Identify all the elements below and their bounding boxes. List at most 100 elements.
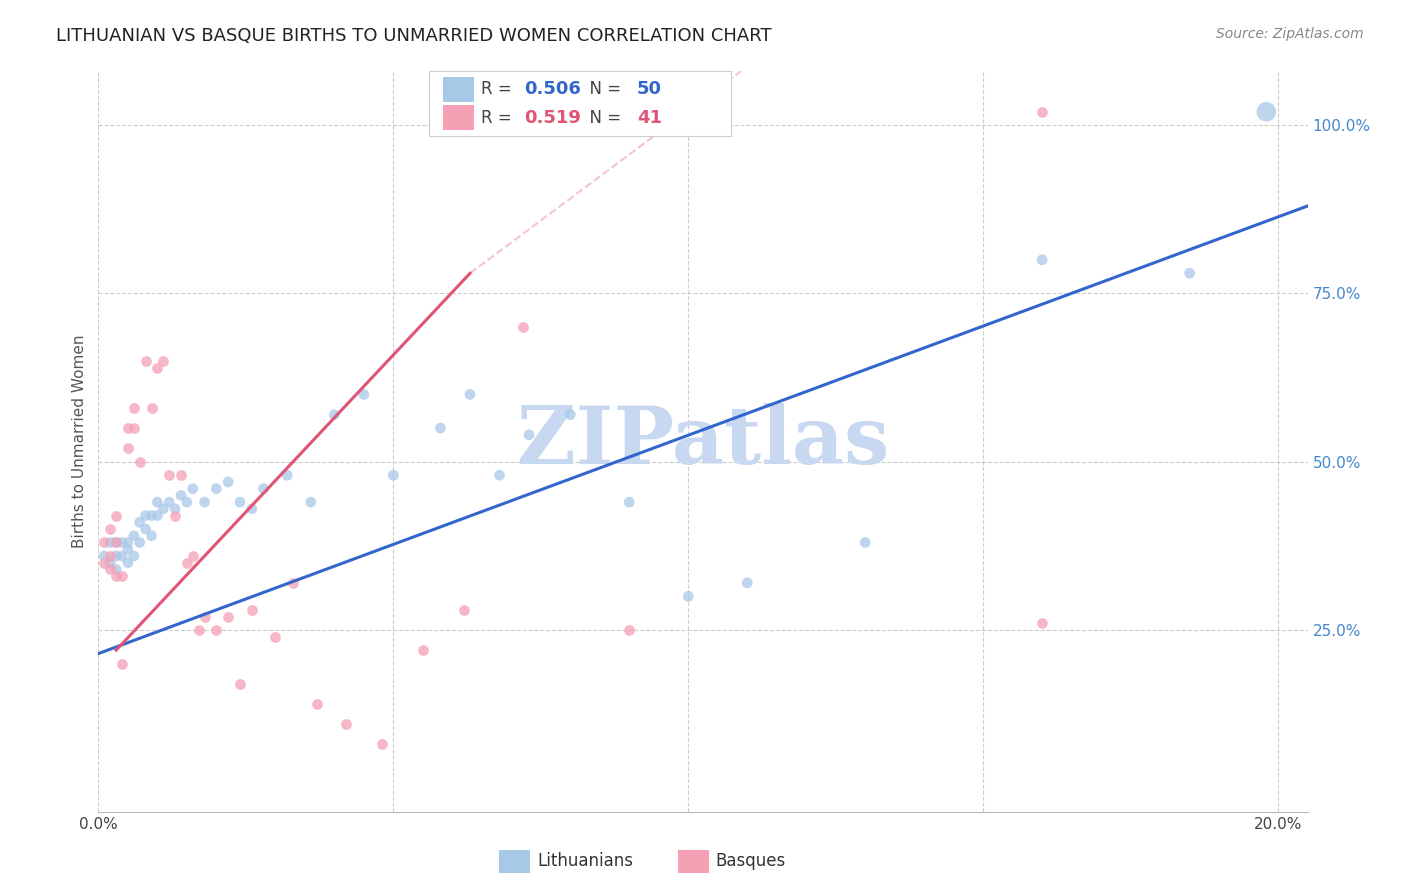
Point xyxy=(176,495,198,509)
Point xyxy=(323,408,346,422)
Point xyxy=(194,609,217,624)
Point xyxy=(105,535,128,549)
Point xyxy=(111,657,134,671)
Point xyxy=(122,421,145,435)
Point xyxy=(117,421,139,435)
Point xyxy=(128,516,150,530)
Point xyxy=(281,575,304,590)
Point xyxy=(240,603,263,617)
Point xyxy=(1031,104,1053,119)
Text: 0.519: 0.519 xyxy=(524,109,581,127)
Point xyxy=(229,495,252,509)
Point xyxy=(1031,616,1053,631)
Point xyxy=(111,549,134,563)
Point xyxy=(165,508,187,523)
Point xyxy=(117,442,139,456)
Point xyxy=(412,643,434,657)
Point xyxy=(170,468,193,483)
Point xyxy=(98,562,121,576)
Point xyxy=(276,468,298,483)
Point xyxy=(105,535,128,549)
Point xyxy=(678,590,700,604)
Point xyxy=(122,401,145,415)
Text: Lithuanians: Lithuanians xyxy=(537,852,633,870)
Point xyxy=(240,501,263,516)
Point xyxy=(217,609,239,624)
Point xyxy=(111,535,134,549)
Point xyxy=(105,562,128,576)
Point xyxy=(205,482,228,496)
Point xyxy=(229,677,252,691)
Point xyxy=(205,623,228,637)
Point xyxy=(146,360,169,375)
Point xyxy=(619,623,641,637)
Point xyxy=(111,569,134,583)
Point xyxy=(335,717,357,731)
Text: N =: N = xyxy=(579,109,627,127)
Point xyxy=(619,495,641,509)
Point xyxy=(117,556,139,570)
Point xyxy=(157,495,180,509)
Point xyxy=(122,529,145,543)
Point xyxy=(187,623,209,637)
Text: Source: ZipAtlas.com: Source: ZipAtlas.com xyxy=(1216,27,1364,41)
Text: 0.506: 0.506 xyxy=(524,80,581,98)
Point xyxy=(165,501,187,516)
Point xyxy=(181,482,204,496)
Point xyxy=(305,697,328,711)
Point xyxy=(429,421,451,435)
Point xyxy=(117,535,139,549)
Point xyxy=(458,387,481,401)
Point xyxy=(157,468,180,483)
Text: Basques: Basques xyxy=(716,852,786,870)
Point xyxy=(117,542,139,557)
Point xyxy=(135,522,157,536)
Point xyxy=(1256,104,1278,119)
Point xyxy=(453,603,475,617)
Text: R =: R = xyxy=(481,109,517,127)
Point xyxy=(382,468,405,483)
Point xyxy=(1031,252,1053,267)
Point xyxy=(735,575,758,590)
Point xyxy=(122,549,145,563)
Point xyxy=(560,408,582,422)
Point xyxy=(98,522,121,536)
Point xyxy=(1178,266,1201,280)
Point xyxy=(194,495,217,509)
Point xyxy=(353,387,375,401)
Text: 50: 50 xyxy=(637,80,662,98)
Point xyxy=(181,549,204,563)
Point xyxy=(152,501,174,516)
Point xyxy=(141,401,163,415)
Point xyxy=(299,495,322,509)
Point xyxy=(170,488,193,502)
Point xyxy=(128,535,150,549)
Text: 41: 41 xyxy=(637,109,662,127)
Point xyxy=(93,535,115,549)
Point xyxy=(98,535,121,549)
Point xyxy=(105,549,128,563)
Point xyxy=(141,529,163,543)
Point xyxy=(517,427,540,442)
Point xyxy=(512,320,534,334)
Text: R =: R = xyxy=(481,80,517,98)
Text: N =: N = xyxy=(579,80,627,98)
Point xyxy=(105,569,128,583)
Point xyxy=(217,475,239,489)
Point xyxy=(98,556,121,570)
Point xyxy=(252,482,274,496)
Point xyxy=(128,455,150,469)
Y-axis label: Births to Unmarried Women: Births to Unmarried Women xyxy=(72,334,87,549)
Text: ZIPatlas: ZIPatlas xyxy=(517,402,889,481)
Point xyxy=(141,508,163,523)
Point xyxy=(853,535,876,549)
Point xyxy=(93,556,115,570)
Point xyxy=(370,738,392,752)
Point xyxy=(176,556,198,570)
Point xyxy=(98,549,121,563)
Point xyxy=(146,508,169,523)
Text: LITHUANIAN VS BASQUE BIRTHS TO UNMARRIED WOMEN CORRELATION CHART: LITHUANIAN VS BASQUE BIRTHS TO UNMARRIED… xyxy=(56,27,772,45)
Point xyxy=(146,495,169,509)
Point xyxy=(93,549,115,563)
Point xyxy=(135,508,157,523)
